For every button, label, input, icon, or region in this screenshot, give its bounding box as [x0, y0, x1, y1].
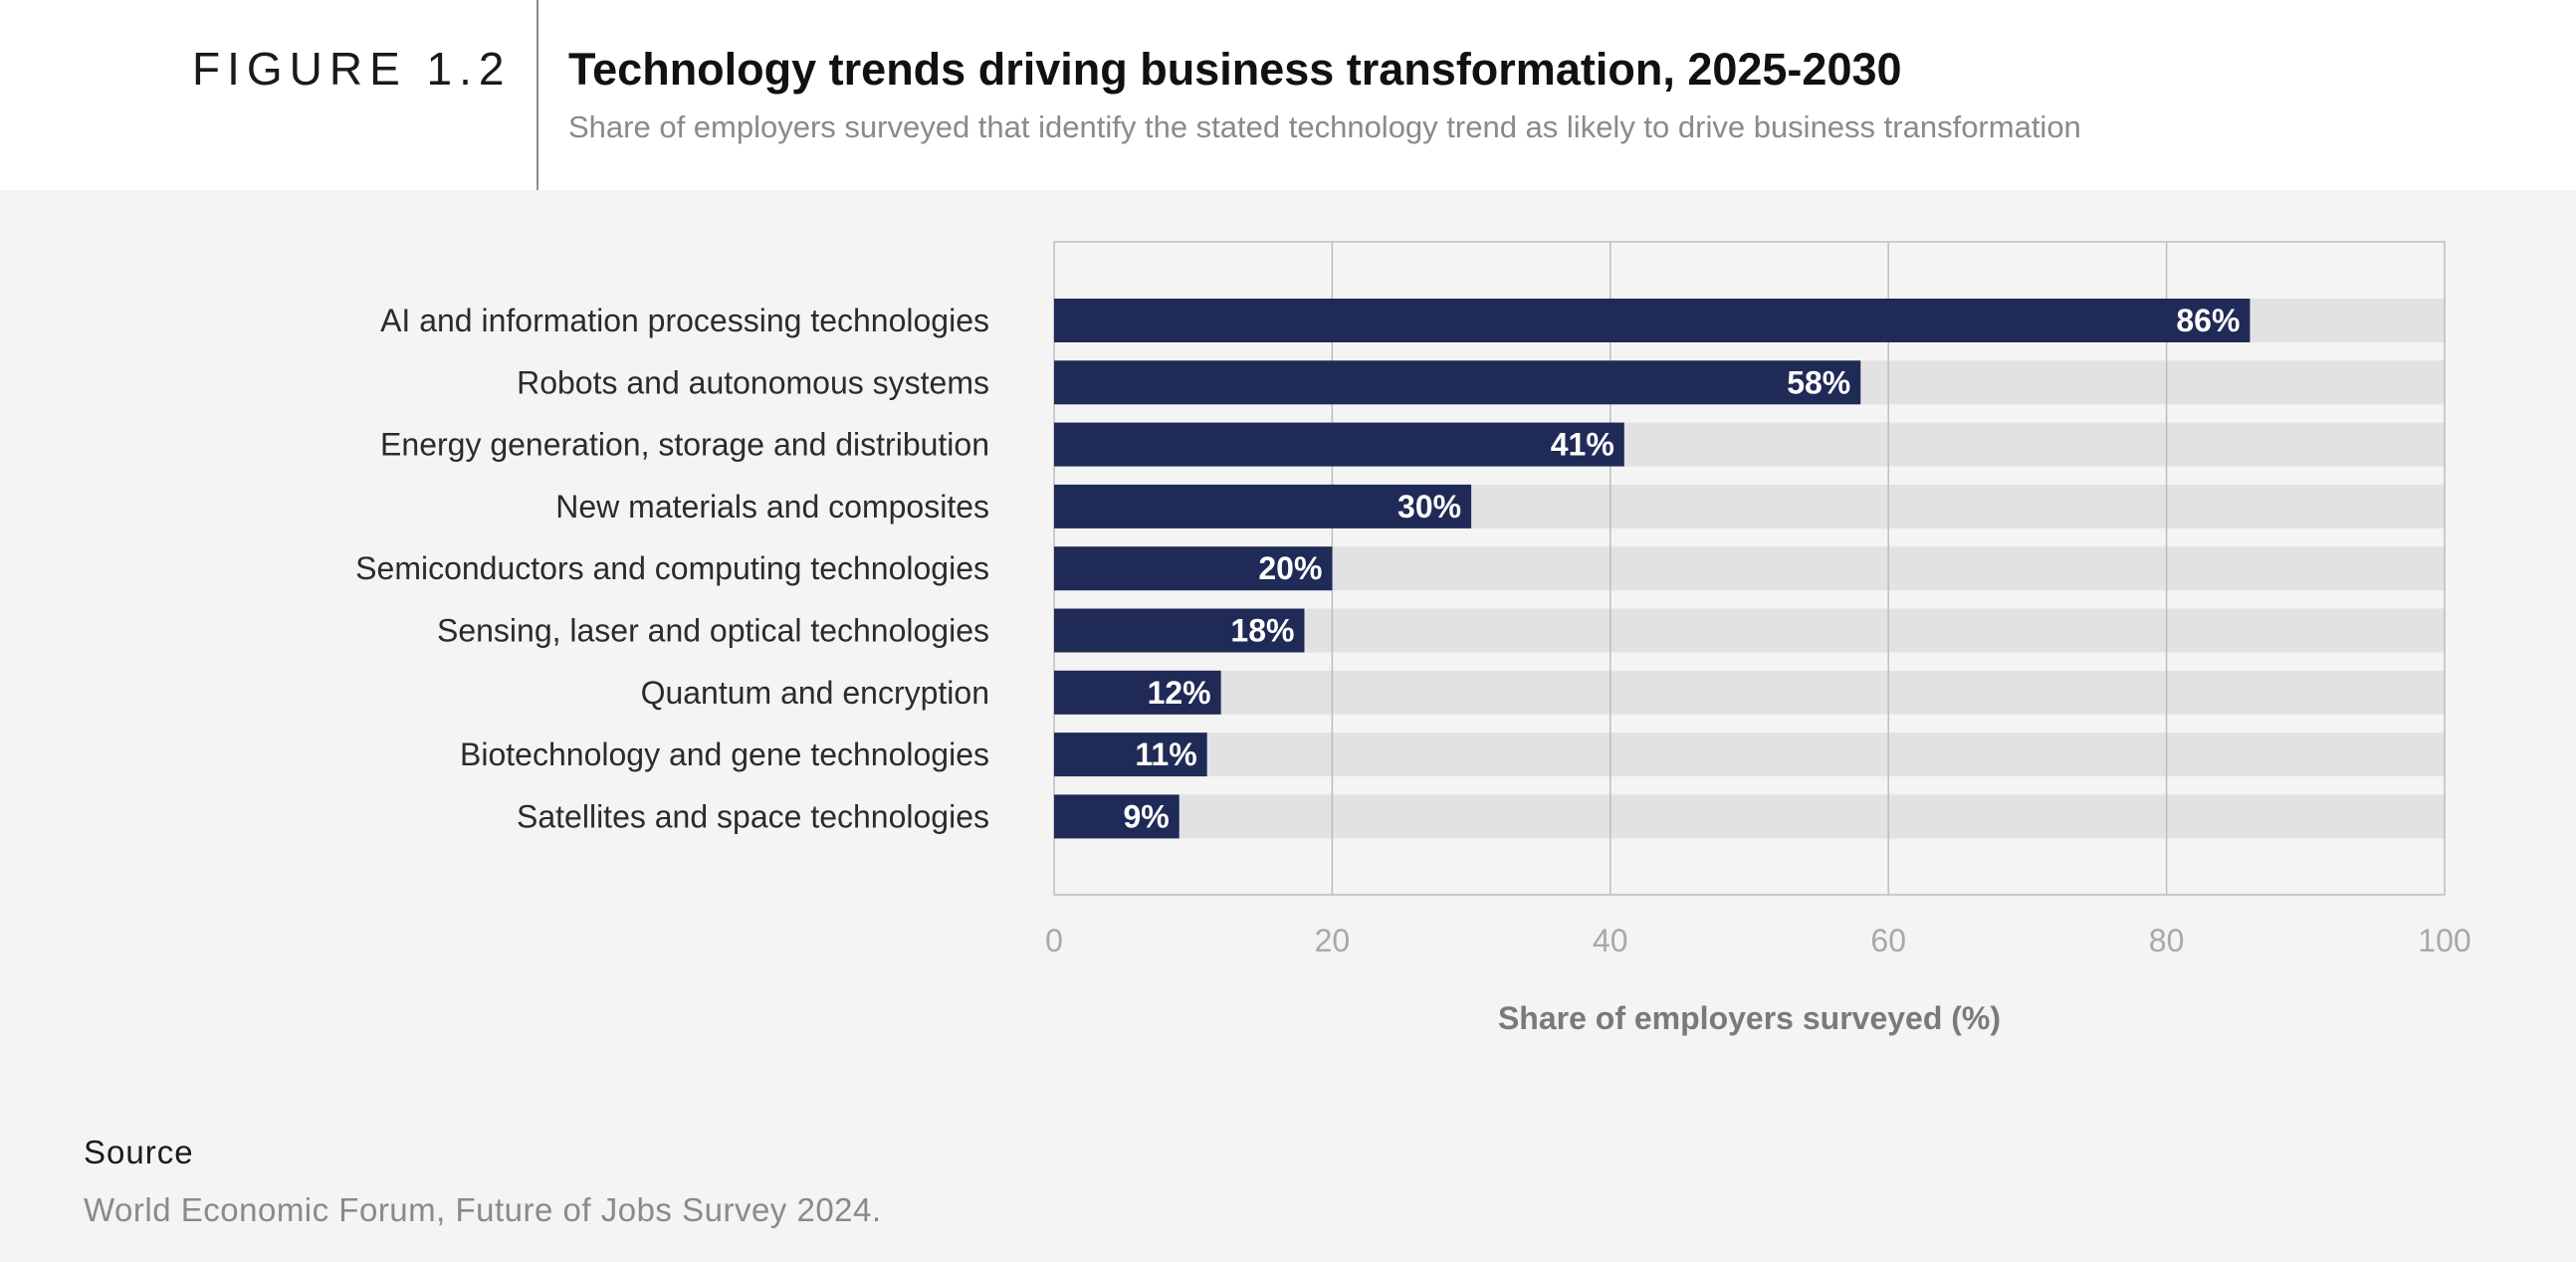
bar-value-label: 86% — [2176, 303, 2240, 338]
category-label: Robots and autonomous systems — [517, 364, 989, 400]
chart-title: Technology trends driving business trans… — [568, 44, 1902, 95]
category-label: AI and information processing technologi… — [380, 303, 989, 338]
x-tick-label: 20 — [1315, 923, 1351, 958]
x-tick-label: 0 — [1045, 923, 1063, 958]
x-tick-label: 60 — [1870, 923, 1906, 958]
bar — [1054, 670, 1221, 715]
bar — [1054, 608, 1305, 653]
bar — [1054, 733, 1207, 777]
category-label: New materials and composites — [555, 489, 989, 525]
category-label: Quantum and encryption — [641, 675, 989, 711]
bar-track — [1054, 794, 2445, 839]
bar-value-label: 30% — [1397, 489, 1461, 525]
x-axis-title: Share of employers surveyed (%) — [1498, 1000, 2001, 1036]
category-label: Energy generation, storage and distribut… — [380, 427, 989, 463]
bar — [1054, 360, 1861, 405]
category-label: Sensing, laser and optical technologies — [437, 613, 989, 649]
bar-value-label: 58% — [1787, 364, 1850, 400]
bar — [1054, 546, 1333, 591]
bar-value-label: 12% — [1148, 675, 1211, 711]
bar-chart: 86% AI and information processing technol… — [355, 241, 2471, 1036]
bar-value-label: 11% — [1135, 736, 1196, 772]
figure-header: FIGURE 1.2 Technology trends driving bus… — [0, 0, 2576, 190]
category-label: Satellites and space technologies — [517, 798, 989, 834]
bar-value-label: 20% — [1258, 550, 1322, 586]
header-divider — [537, 0, 538, 190]
category-label: Semiconductors and computing technologie… — [355, 550, 989, 586]
x-tick-label: 40 — [1593, 923, 1628, 958]
x-tick-label: 80 — [2149, 923, 2185, 958]
chart-subtitle: Share of employers surveyed that identif… — [568, 109, 2081, 144]
bar — [1054, 484, 1472, 528]
figure-label: FIGURE 1.2 — [192, 43, 512, 95]
bar-value-label: 9% — [1123, 798, 1169, 834]
bar-value-label: 18% — [1230, 613, 1294, 649]
x-tick-label: 100 — [2418, 923, 2470, 958]
category-label: Biotechnology and gene technologies — [460, 736, 989, 772]
bar-track — [1054, 733, 2445, 777]
bar-value-label: 41% — [1551, 427, 1614, 463]
bar — [1054, 422, 1624, 467]
bar-track — [1054, 670, 2445, 715]
source-text: World Economic Forum, Future of Jobs Sur… — [84, 1191, 882, 1228]
source-label: Source — [84, 1134, 194, 1170]
bar — [1054, 299, 2251, 342]
bar — [1054, 794, 1180, 839]
